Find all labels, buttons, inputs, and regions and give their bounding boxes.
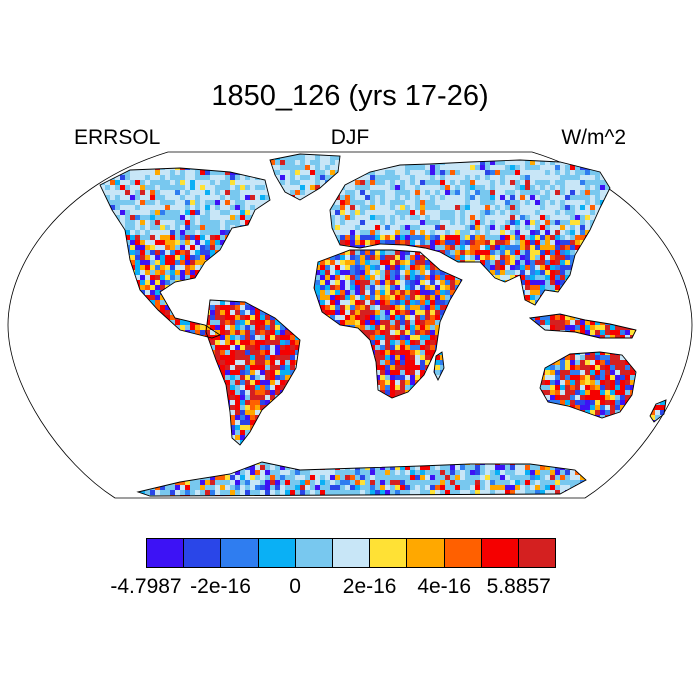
colorbar-tick-label: 0 bbox=[289, 575, 301, 598]
units-label: W/m^2 bbox=[561, 126, 626, 149]
colorbar-tick-label: -2e-16 bbox=[190, 575, 251, 598]
colorbar-swatch bbox=[444, 539, 482, 567]
colorbar-swatch bbox=[407, 539, 445, 567]
colorbar-swatch bbox=[221, 539, 259, 567]
colorbar-swatch bbox=[518, 539, 556, 567]
colorbar bbox=[146, 538, 556, 568]
variable-label: ERRSOL bbox=[74, 126, 161, 149]
colorbar-tick-label: 4e-16 bbox=[417, 575, 472, 598]
colorbar-swatch bbox=[258, 539, 296, 567]
coastlines bbox=[99, 153, 667, 497]
plot-title: 1850_126 (yrs 17-26) bbox=[211, 80, 489, 112]
colorbar-swatch bbox=[147, 539, 185, 567]
colorbar-swatch bbox=[481, 539, 519, 567]
colorbar-tick-label: 5.8857 bbox=[486, 575, 551, 598]
colorbar-swatch bbox=[184, 539, 222, 567]
colorbar-swatch bbox=[332, 539, 371, 567]
colorbar-tick-label: -4.7987 bbox=[110, 575, 182, 598]
colorbar-swatch bbox=[370, 539, 408, 567]
colorbar-swatch bbox=[295, 539, 333, 567]
season-label: DJF bbox=[330, 126, 370, 149]
colorbar-tick-label: 2e-16 bbox=[342, 575, 397, 598]
